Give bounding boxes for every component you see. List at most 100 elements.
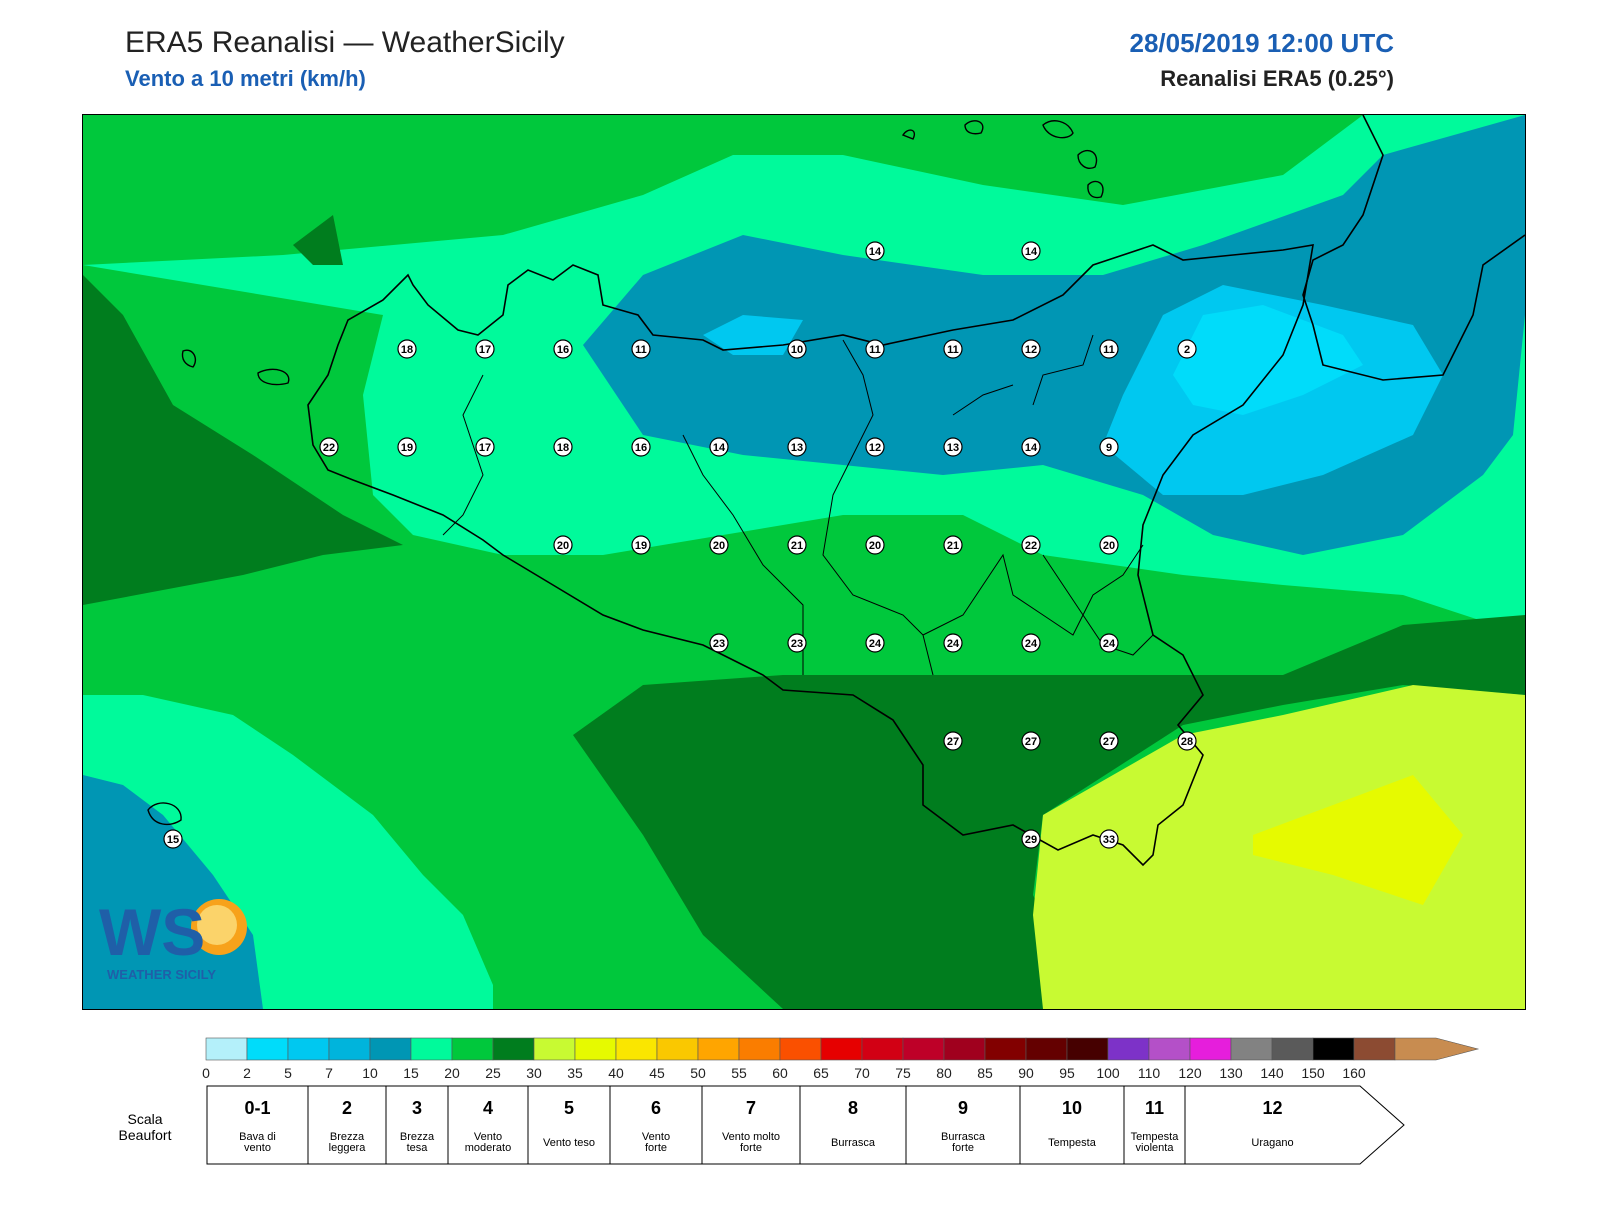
wind-value-label: 17 <box>479 344 491 356</box>
colorbar-ticks: 0 2 5 7 10 15 20 25 30 35 40 45 50 55 60 65 70 75 80 85 90 95… <box>202 1065 1366 1081</box>
weathersicily-logo: WS WEATHER SICILY <box>99 885 249 985</box>
beaufort-cell-box <box>799 1085 907 1165</box>
wind-value-marker <box>1021 829 1041 849</box>
wind-value-point: 13 <box>943 437 963 457</box>
wind-value-marker <box>865 339 885 359</box>
beaufort-number: 4 <box>483 1098 493 1118</box>
colorbar-swatch <box>1230 1037 1273 1061</box>
beaufort-cell: 10 Tempesta <box>1019 1085 1125 1165</box>
colorbar-swatch <box>533 1037 576 1061</box>
wind-value-marker <box>1099 339 1119 359</box>
wind-value-label: 12 <box>869 442 881 454</box>
wind-value-label: 20 <box>557 540 569 552</box>
wind-value-point: 12 <box>865 437 885 457</box>
beaufort-number: 9 <box>958 1098 968 1118</box>
beaufort-number: 12 <box>1262 1098 1282 1118</box>
colorbar-swatch <box>697 1037 740 1061</box>
wind-value-label: 14 <box>1025 246 1038 258</box>
wind-value-point: 14 <box>1021 241 1041 261</box>
wind-value-label: 16 <box>635 442 647 454</box>
beaufort-label: Burrasca <box>941 1131 986 1143</box>
wind-value-label: 18 <box>557 442 569 454</box>
colorbar-swatch <box>1189 1037 1232 1061</box>
wind-value-point: 14 <box>865 241 885 261</box>
colorbar-swatch <box>328 1037 371 1061</box>
beaufort-cell-box <box>609 1085 703 1165</box>
beaufort-cell-box <box>1184 1085 1405 1165</box>
logo-graphic: WS WEATHER SICILY <box>99 895 247 982</box>
beaufort-cell: 8 Burrasca <box>799 1085 907 1165</box>
wind-value-marker <box>553 535 573 555</box>
island-vulcano <box>1077 149 1098 169</box>
beaufort-label: Tempesta <box>1048 1137 1097 1149</box>
beaufort-label: tesa <box>407 1142 429 1154</box>
wind-value-marker <box>1021 633 1041 653</box>
colorbar-tick-label: 7 <box>325 1065 333 1081</box>
wind-value-marker <box>865 535 885 555</box>
wind-value-point: 11 <box>943 339 963 359</box>
beaufort-label: Burrasca <box>831 1137 876 1149</box>
wind-value-label: 24 <box>947 638 960 650</box>
colorbar-swatch <box>451 1037 494 1061</box>
wind-value-label: 24 <box>869 638 882 650</box>
colorbar-swatch <box>369 1037 412 1061</box>
wind-value-point: 19 <box>631 535 651 555</box>
colorbar-swatch <box>1148 1037 1191 1061</box>
colorbar-swatch <box>820 1037 863 1061</box>
wind-value-point: 27 <box>1099 731 1119 751</box>
wind-value-marker <box>1021 339 1041 359</box>
beaufort-number: 6 <box>651 1098 661 1118</box>
wind-value-point: 14 <box>709 437 729 457</box>
colorbar-swatch <box>287 1037 330 1061</box>
beaufort-number: 11 <box>1145 1098 1164 1118</box>
wind-value-point: 10 <box>787 339 807 359</box>
wind-value-marker <box>1021 241 1041 261</box>
wind-value-marker <box>397 339 417 359</box>
wind-value-point: 21 <box>943 535 963 555</box>
wind-value-label: 28 <box>1181 736 1193 748</box>
island-favignana <box>257 368 290 386</box>
beaufort-label: Brezza <box>330 1131 365 1143</box>
color-scale-svg: 0 2 5 7 10 15 20 25 30 35 40 45 50 55 60 65 70 75 80 85 90 95… <box>119 1037 1480 1165</box>
wind-value-point: 11 <box>865 339 885 359</box>
wind-value-marker <box>631 437 651 457</box>
wind-value-point: 9 <box>1099 437 1119 457</box>
beaufort-label: Bava di <box>239 1131 276 1143</box>
wind-value-label: 27 <box>1025 736 1037 748</box>
colorbar-swatch <box>656 1037 699 1061</box>
colorbar-tick-label: 160 <box>1342 1065 1366 1081</box>
band-south-yellow-core <box>1253 775 1463 905</box>
colorbar-swatch <box>984 1037 1027 1061</box>
wind-value-label: 14 <box>713 442 726 454</box>
beaufort-title-line1: Scala <box>127 1111 162 1127</box>
colorbar-swatch <box>410 1037 453 1061</box>
wind-value-marker <box>1099 633 1119 653</box>
beaufort-cell: 5 Vento teso <box>527 1085 611 1165</box>
wind-value-marker <box>943 731 963 751</box>
wind-value-point: 24 <box>1021 633 1041 653</box>
colorbar-tick-label: 95 <box>1059 1065 1075 1081</box>
colorbar-swatch <box>574 1037 617 1061</box>
colorbar-swatch <box>1025 1037 1068 1061</box>
wind-value-point: 24 <box>865 633 885 653</box>
wind-value-marker <box>553 339 573 359</box>
wind-value-marker <box>1099 829 1119 849</box>
beaufort-cell-box <box>1019 1085 1125 1165</box>
colorbar-tick-label: 40 <box>608 1065 624 1081</box>
wind-map: 14 14 18 17 16 11 10 11 11 12 11 2 22 19 17 18 16 14 13 12 1… <box>82 114 1526 1010</box>
beaufort-number: 3 <box>412 1098 422 1118</box>
beaufort-label: Vento teso <box>543 1137 595 1149</box>
band-north-dark <box>293 215 343 265</box>
wind-value-label: 14 <box>869 246 882 258</box>
wind-value-marker <box>787 633 807 653</box>
colorbar-tick-label: 140 <box>1260 1065 1284 1081</box>
beaufort-cell-box <box>385 1085 449 1165</box>
colorbar-tick-label: 130 <box>1219 1065 1243 1081</box>
wind-value-point: 23 <box>709 633 729 653</box>
colorbar-tick-label: 70 <box>854 1065 870 1081</box>
colorbar-tick-label: 110 <box>1138 1065 1161 1081</box>
wind-value-label: 29 <box>1025 834 1037 846</box>
